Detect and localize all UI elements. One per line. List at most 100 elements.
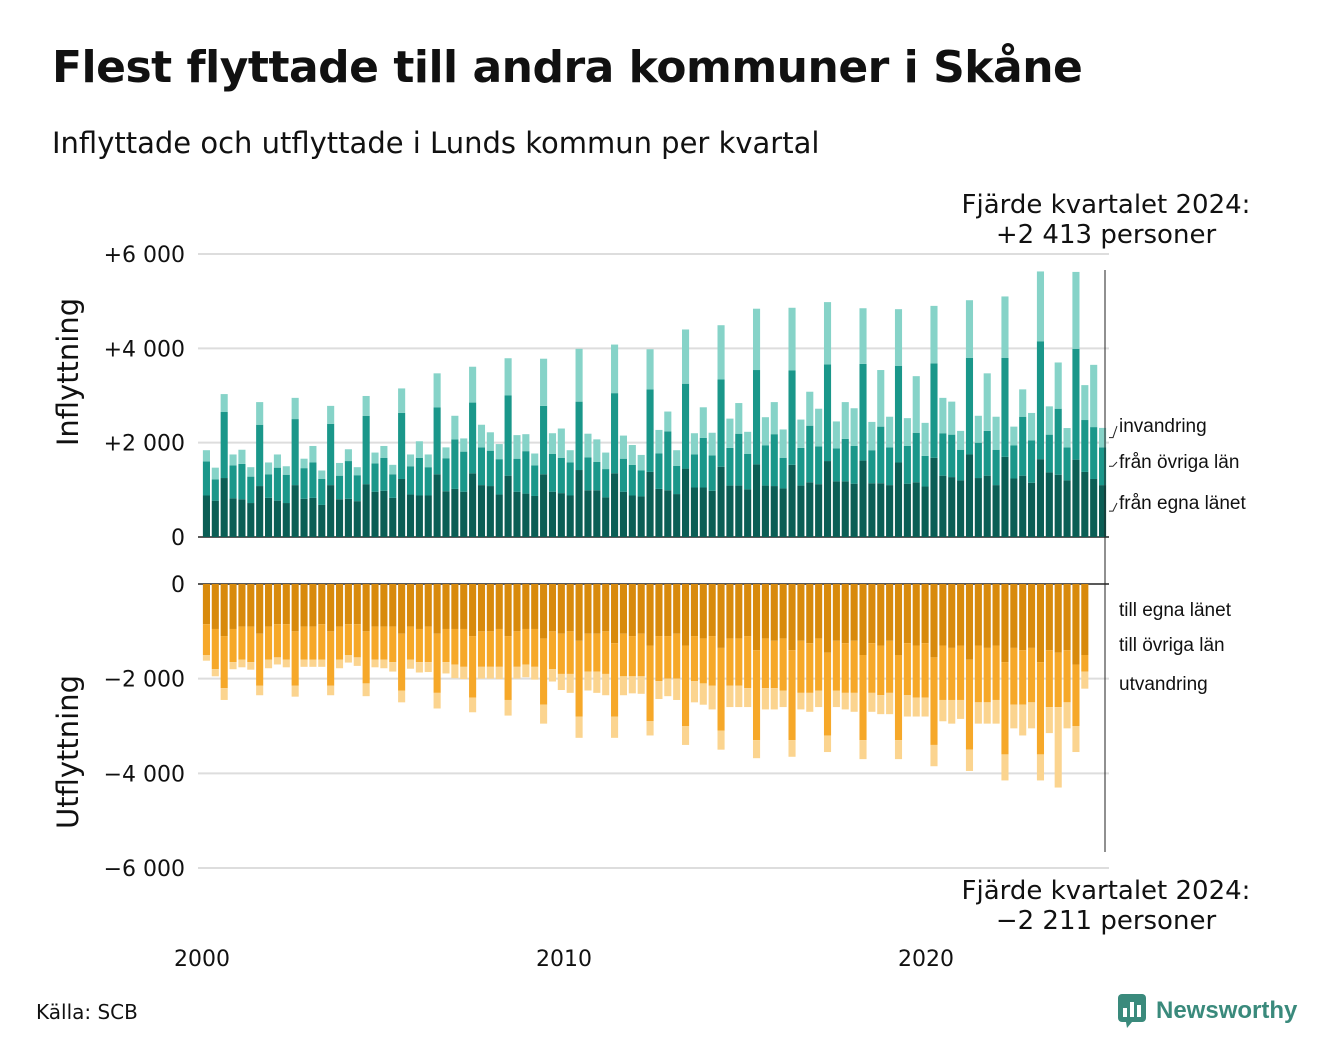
out-bar-till-övriga-län — [575, 640, 583, 717]
in-bar-från-övriga-län — [992, 449, 1000, 486]
out-bar-till-egna-länet — [1045, 584, 1053, 651]
out-bar-till-övriga-län — [850, 640, 858, 693]
out-bar-till-övriga-län — [921, 643, 929, 698]
in-bar-från-övriga-län — [362, 415, 370, 485]
annotation-top-line2: +2 413 personer — [996, 220, 1217, 250]
in-bar-från-övriga-län — [1010, 445, 1018, 479]
in-bar-från-övriga-län — [965, 357, 974, 455]
out-bar-till-egna-länet — [282, 584, 290, 625]
out-bar-till-egna-länet — [220, 584, 228, 637]
in-bar-från-egna-länet — [815, 484, 823, 537]
in-bar-från-egna-länet — [744, 489, 752, 537]
in-bar-från-övriga-län — [327, 423, 335, 486]
in-bar-från-egna-länet — [699, 487, 707, 538]
out-bar-till-övriga-län — [513, 631, 521, 667]
y-axis-label: Inflyttning — [51, 298, 85, 446]
in-bar-från-egna-länet — [646, 471, 654, 537]
in-bar-från-egna-länet — [752, 464, 761, 537]
series-label: från egna länet — [1119, 493, 1246, 514]
out-bar-till-egna-länet — [877, 584, 885, 646]
in-bar-från-övriga-län — [655, 453, 663, 489]
out-bar-till-egna-länet — [1063, 584, 1071, 651]
out-bar-till-egna-länet — [797, 584, 805, 641]
in-bar-invandring — [495, 444, 503, 460]
out-bar-utvandring — [415, 662, 423, 673]
in-bar-invandring — [1072, 271, 1080, 349]
series-label: till egna länet — [1119, 600, 1232, 621]
out-bar-till-övriga-län — [877, 645, 885, 696]
out-bar-till-egna-länet — [486, 584, 494, 632]
out-bar-till-egna-länet — [912, 584, 920, 646]
out-bar-till-egna-länet — [389, 584, 397, 627]
in-bar-invandring — [371, 452, 379, 464]
in-bar-invandring — [1001, 296, 1009, 358]
in-bar-från-övriga-län — [477, 447, 486, 486]
out-bar-utvandring — [335, 659, 344, 669]
out-bar-utvandring — [548, 669, 557, 682]
in-bar-från-övriga-län — [389, 474, 397, 498]
out-bar-till-egna-länet — [398, 584, 406, 634]
in-bar-från-övriga-län — [752, 370, 761, 465]
in-bar-från-övriga-län — [699, 437, 707, 488]
out-bar-till-egna-länet — [344, 584, 352, 625]
out-bar-till-övriga-län — [540, 638, 548, 705]
y-tick-label: −2 000 — [104, 668, 185, 693]
out-bar-utvandring — [832, 690, 840, 708]
in-bar-invandring — [300, 458, 308, 469]
series-label-connector — [1109, 502, 1118, 512]
in-bar-från-övriga-län — [265, 474, 273, 498]
in-bar-från-egna-länet — [327, 485, 335, 537]
out-bar-utvandring — [531, 666, 539, 680]
in-bar-från-egna-länet — [460, 491, 468, 537]
out-bar-utvandring — [859, 740, 867, 760]
in-bar-invandring — [1010, 426, 1018, 446]
in-bar-från-övriga-län — [637, 470, 645, 497]
in-bar-från-egna-länet — [637, 496, 645, 537]
out-bar-till-övriga-län — [1010, 647, 1018, 705]
in-bar-invandring — [957, 430, 965, 450]
in-bar-från-egna-länet — [717, 466, 725, 537]
out-bar-utvandring — [903, 695, 911, 717]
in-bar-från-övriga-län — [247, 476, 255, 504]
out-bar-till-egna-länet — [965, 584, 974, 660]
in-bar-från-övriga-län — [948, 434, 956, 478]
in-bar-invandring — [548, 433, 557, 454]
in-bar-från-övriga-län — [841, 438, 849, 482]
out-bar-till-egna-länet — [682, 584, 690, 646]
in-bar-från-egna-länet — [575, 470, 583, 537]
in-bar-från-egna-länet — [948, 477, 956, 537]
out-bar-till-egna-länet — [1019, 584, 1027, 651]
out-bar-till-övriga-län — [1036, 662, 1045, 755]
out-bar-utvandring — [726, 685, 734, 708]
out-bar-utvandring — [886, 692, 894, 715]
out-bar-till-egna-länet — [717, 584, 725, 648]
in-bar-invandring — [273, 454, 281, 468]
in-bar-från-egna-länet — [300, 498, 308, 538]
in-bar-från-egna-länet — [903, 483, 911, 537]
out-bar-utvandring — [992, 699, 1000, 724]
in-bar-invandring — [903, 418, 911, 446]
out-bar-till-övriga-län — [752, 650, 761, 741]
out-bar-till-egna-länet — [868, 584, 876, 644]
out-bar-utvandring — [602, 673, 610, 696]
out-bar-utvandring — [1010, 704, 1018, 729]
out-bar-utvandring — [309, 659, 317, 667]
in-bar-invandring — [682, 329, 690, 384]
in-bar-från-övriga-län — [229, 465, 237, 499]
in-bar-från-egna-länet — [291, 485, 299, 537]
out-bar-till-övriga-län — [708, 636, 716, 686]
out-bar-till-övriga-län — [992, 645, 1000, 700]
out-bar-till-övriga-län — [309, 626, 317, 660]
in-bar-från-övriga-län — [673, 465, 681, 495]
in-bar-från-övriga-län — [593, 462, 601, 491]
out-bar-utvandring — [353, 657, 361, 666]
out-bar-utvandring — [939, 699, 947, 722]
in-bar-invandring — [451, 415, 459, 440]
in-bar-invandring — [406, 454, 415, 467]
out-bar-till-egna-länet — [761, 584, 769, 639]
in-bar-invandring — [256, 402, 264, 425]
out-bar-utvandring — [291, 685, 299, 697]
in-bar-invandring — [646, 349, 654, 390]
in-bar-invandring — [398, 388, 406, 413]
in-bar-invandring — [948, 401, 956, 435]
